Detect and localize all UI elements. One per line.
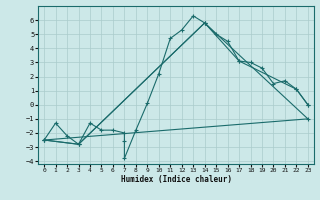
X-axis label: Humidex (Indice chaleur): Humidex (Indice chaleur) (121, 175, 231, 184)
